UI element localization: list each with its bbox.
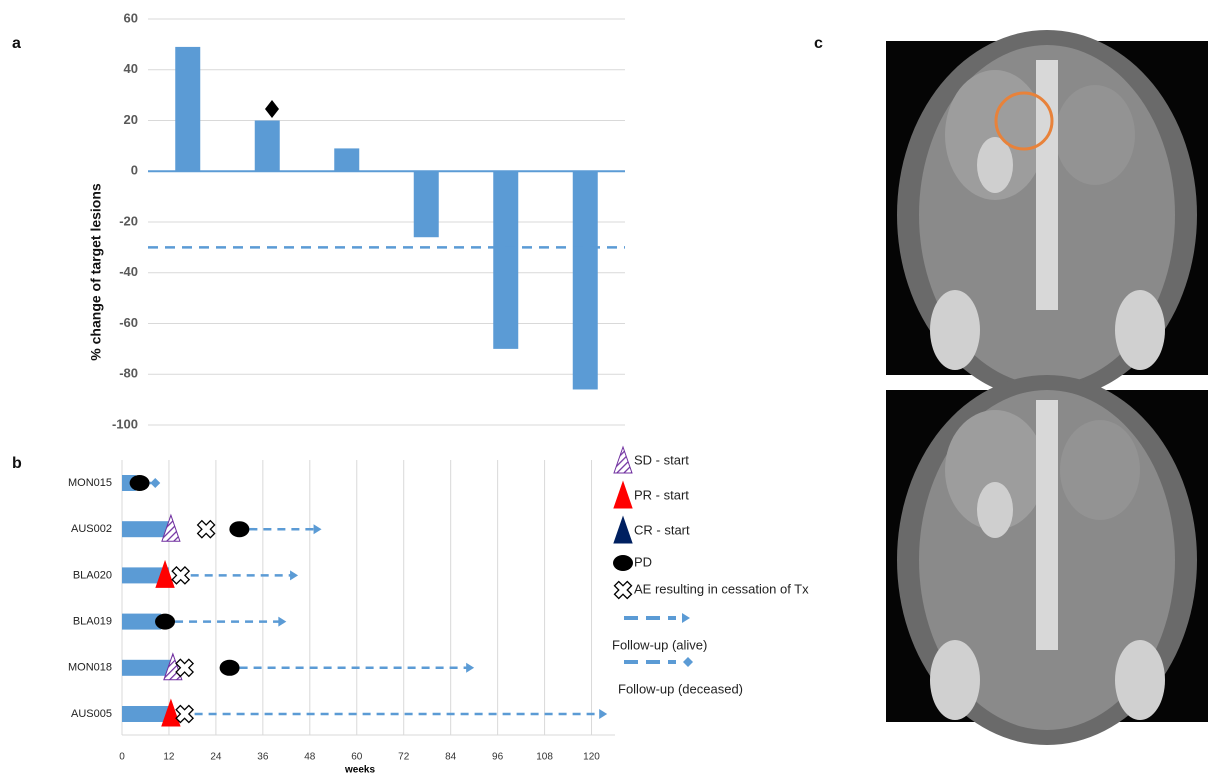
legend-label: Follow-up (deceased) [618,681,743,696]
x-tick-label: 84 [445,752,457,763]
event-marker [614,447,632,473]
ct-image-bottom [886,375,1208,745]
y-tick-label: -20 [119,213,138,228]
panel-label: b [12,455,22,472]
follow-up-end [599,709,607,719]
event-marker [130,475,150,491]
legend-label: SD - start [634,452,689,467]
figure: a b c -100 -80 -60 -40 -20 0 20 40 60 % change of… [0,0,1208,776]
x-tick-label: 96 [492,752,504,763]
y-tick-label: -100 [112,416,138,431]
event-marker [193,516,218,541]
legend-label: AE resulting in cessation of Tx [634,581,809,596]
y-tick-label: 20 [124,112,138,127]
bar [334,148,359,171]
y-tick-label: 0 [131,163,138,178]
bar [414,171,439,237]
follow-up-end [314,524,322,534]
legend-sample-end [683,657,693,667]
row-label: BLA020 [73,569,112,581]
y-tick-label: 60 [124,10,138,25]
bar [573,171,598,389]
event-marker [614,517,632,543]
treatment-bar [122,706,169,722]
x-tick-label: 48 [304,752,316,763]
x-tick-label: 120 [583,752,600,763]
follow-up-end [150,478,160,488]
diamond-symbol [265,100,279,118]
y-tick-label: -40 [119,264,138,279]
legend-label: CR - start [634,522,690,537]
follow-up-end [290,570,298,580]
row-label: MON015 [68,477,112,489]
x-tick-label: 36 [257,752,269,763]
legend-sample-end [682,613,690,623]
x-tick-label: 24 [210,752,222,763]
row-label: AUS002 [71,523,112,535]
x-axis-label: weeks [344,765,375,776]
event-marker [229,521,249,537]
bar [175,47,200,171]
legend-label: Follow-up (alive) [612,637,707,652]
y-axis-label: % change of target lesions [88,183,104,361]
x-tick-label: 60 [351,752,363,763]
x-tick-label: 12 [163,752,175,763]
y-tick-label: -80 [119,366,138,381]
x-tick-label: 108 [536,752,553,763]
legend-label: PR - start [634,487,689,502]
x-tick-label: 72 [398,752,410,763]
legend-label: PD [634,554,652,569]
follow-up-end [466,663,474,673]
x-tick-label: 0 [119,752,125,763]
panel-label: c [814,35,823,52]
ct-image-top [886,30,1208,400]
y-tick-label: 40 [124,61,138,76]
event-marker [220,660,240,676]
row-label: MON018 [68,662,112,674]
follow-up-end [278,617,286,627]
event-marker [613,555,633,571]
bar [493,171,518,349]
treatment-bar [122,660,173,676]
y-tick-label: -60 [119,315,138,330]
event-marker [614,482,632,508]
row-label: BLA019 [73,616,112,628]
row-label: AUS005 [71,708,112,720]
event-marker [155,614,175,630]
bar [255,121,280,172]
event-marker [610,577,635,602]
panel-label: a [12,35,21,52]
